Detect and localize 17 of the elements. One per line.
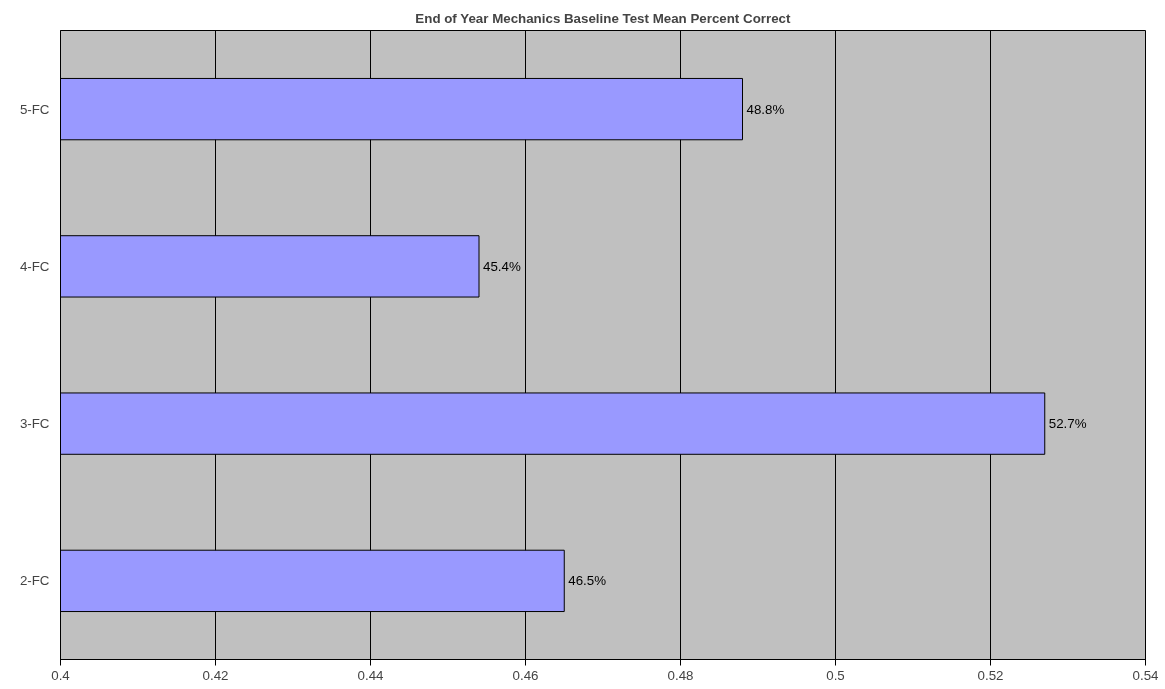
x-tick-label: 0.54 bbox=[1132, 667, 1160, 683]
data-label: 45.4% bbox=[483, 258, 521, 274]
chart-title: End of Year Mechanics Baseline Test Mean Percent Correct bbox=[415, 10, 791, 26]
data-label: 48.8% bbox=[746, 101, 785, 117]
data-label: 52.7% bbox=[1048, 416, 1087, 432]
x-tick-label: 0.48 bbox=[667, 667, 694, 683]
y-tick-label: 5-FC bbox=[19, 101, 50, 117]
data-label: 46.5% bbox=[568, 573, 607, 589]
x-tick-label: 0.5 bbox=[826, 667, 845, 683]
x-tick-label: 0.42 bbox=[202, 667, 229, 683]
x-tick-label: 0.52 bbox=[977, 667, 1004, 683]
x-tick-label: 0.4 bbox=[51, 667, 71, 683]
y-tick-label: 2-FC bbox=[19, 573, 50, 589]
y-tick-label: 4-FC bbox=[19, 258, 50, 274]
y-tick-label: 3-FC bbox=[19, 416, 50, 432]
x-tick-label: 0.46 bbox=[512, 667, 539, 683]
x-tick-label: 0.44 bbox=[357, 667, 385, 683]
